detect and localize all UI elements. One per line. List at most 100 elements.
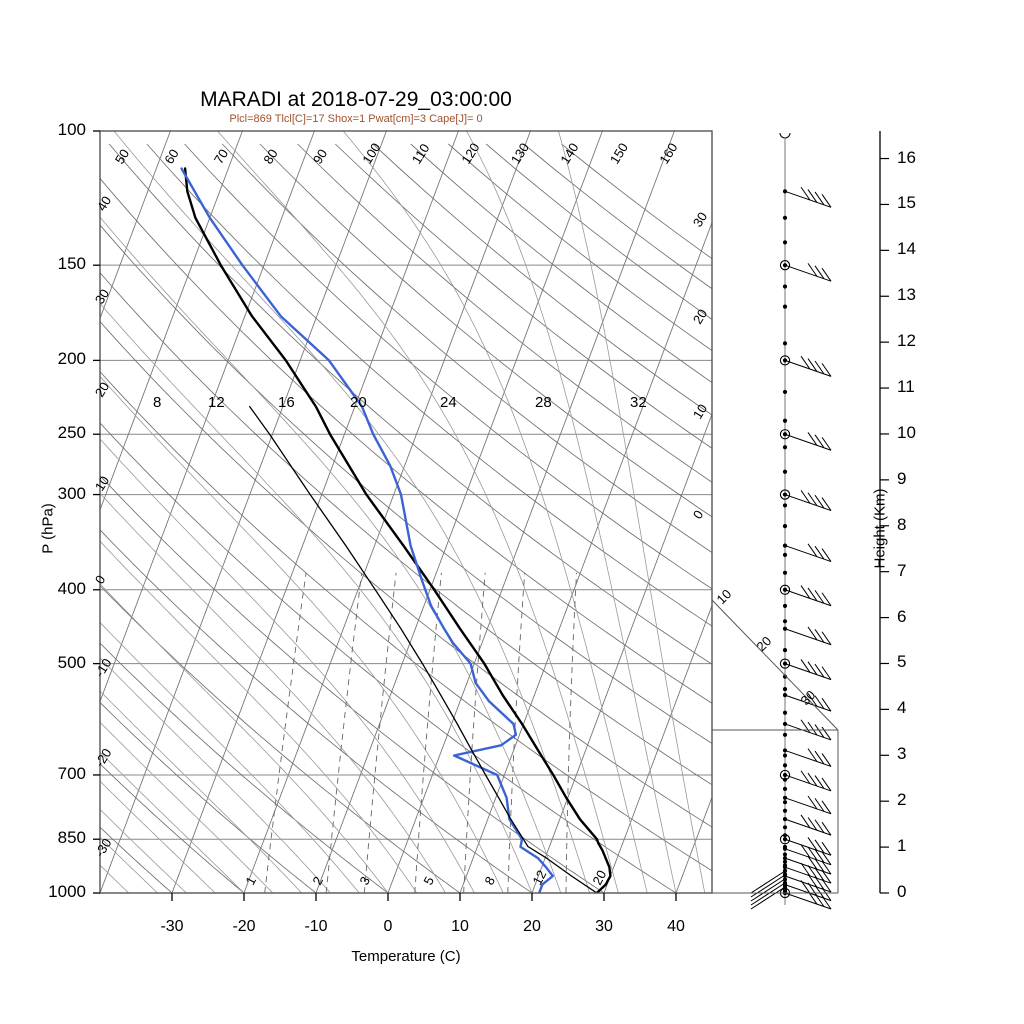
wind-level-dot bbox=[782, 763, 788, 768]
wind-barb bbox=[784, 770, 832, 792]
wind-level-dot bbox=[782, 240, 788, 245]
isopleth-label: 40 bbox=[94, 193, 114, 213]
isopleth-label: 60 bbox=[161, 146, 181, 166]
isopleth-label: 32 bbox=[630, 394, 647, 411]
pressure-tick: 1000 bbox=[48, 882, 86, 901]
wind-level-dot bbox=[782, 686, 788, 692]
isopleth-label: 150 bbox=[607, 140, 631, 166]
isopleth-label: 5 bbox=[420, 874, 437, 887]
profile-parcel bbox=[249, 405, 598, 893]
wind-level-dot bbox=[782, 648, 788, 653]
wind-barb bbox=[784, 748, 832, 767]
wind-barb-column bbox=[711, 132, 839, 910]
isopleth-label: 16 bbox=[278, 394, 295, 411]
isopleth-label: 30 bbox=[690, 209, 710, 229]
wind-level-ring bbox=[779, 584, 791, 595]
height-tick: 8 bbox=[897, 514, 907, 534]
isopleth-label: 8 bbox=[153, 394, 161, 411]
plot-frame bbox=[99, 130, 713, 894]
height-tick: 2 bbox=[897, 790, 907, 810]
isopleth-label: 20 bbox=[589, 868, 609, 888]
wind-level-ring bbox=[779, 260, 791, 271]
wind-barb bbox=[784, 862, 832, 884]
wind-level-dot bbox=[782, 825, 788, 830]
isopleth-label: 12 bbox=[529, 868, 549, 888]
wind-level-dot bbox=[782, 619, 788, 624]
height-tick: 13 bbox=[897, 285, 916, 305]
height-tick: 6 bbox=[897, 606, 907, 626]
height-tick: 14 bbox=[897, 239, 916, 259]
page-title: MARADI at 2018-07-29_03:00:00 bbox=[200, 88, 512, 111]
temperature-tick: -20 bbox=[232, 918, 256, 935]
wind-level-ring bbox=[779, 658, 791, 669]
profile-dewpoint bbox=[180, 167, 554, 893]
wind-level-dot bbox=[782, 603, 788, 609]
wind-level-dot bbox=[782, 570, 788, 575]
wind-level-dot bbox=[782, 800, 788, 805]
wind-barb bbox=[784, 659, 832, 681]
isopleth-label: 3 bbox=[356, 874, 373, 887]
wind-barb bbox=[784, 719, 832, 741]
isopleth-label: 24 bbox=[440, 394, 457, 411]
wind-barb bbox=[784, 585, 832, 607]
wind-level-dot bbox=[782, 341, 788, 346]
wind-barb bbox=[784, 880, 832, 902]
x-axis-label: Temperature (C) bbox=[351, 948, 461, 965]
wind-level-ring bbox=[779, 834, 791, 845]
isopleth-label: -20 bbox=[92, 746, 115, 770]
temperature-tick: 40 bbox=[667, 918, 685, 935]
wind-level-dot bbox=[782, 674, 788, 679]
wind-level-ring bbox=[779, 429, 791, 440]
wind-level-dot bbox=[782, 284, 788, 289]
wind-level-dot bbox=[782, 445, 788, 450]
wind-barb bbox=[784, 693, 832, 712]
wind-barb bbox=[784, 837, 832, 856]
isopleth-label: 2 bbox=[309, 874, 326, 887]
wind-level-dot bbox=[782, 503, 788, 508]
wind-level-dot bbox=[782, 852, 788, 857]
wind-level-dot bbox=[782, 304, 788, 309]
pressure-tick: 250 bbox=[57, 423, 86, 443]
isopleth-label: 10 bbox=[92, 473, 112, 493]
pressure-tick: 100 bbox=[57, 120, 86, 139]
pressure-tick: 400 bbox=[57, 578, 86, 598]
wind-level-dot bbox=[782, 859, 788, 864]
isopleth-label: 20 bbox=[690, 306, 710, 326]
height-tick: 11 bbox=[897, 377, 915, 397]
wind-barb bbox=[784, 873, 832, 893]
profile-temperature bbox=[183, 167, 612, 893]
wind-barb bbox=[784, 263, 832, 282]
isopleth-label: 10 bbox=[714, 586, 735, 607]
wind-level-dot bbox=[782, 753, 788, 758]
isopleth-label: 10 bbox=[690, 401, 710, 421]
wind-barb bbox=[784, 355, 832, 377]
height-tick: 15 bbox=[897, 193, 916, 213]
wind-barb bbox=[784, 844, 832, 866]
height-tick: 3 bbox=[897, 744, 907, 764]
isopleth-label: 130 bbox=[508, 140, 532, 166]
wind-barb bbox=[784, 626, 832, 646]
isopleth-label: 30 bbox=[798, 687, 819, 708]
temperature-tick: 0 bbox=[383, 918, 393, 935]
pressure-tick: 850 bbox=[57, 828, 86, 848]
wind-level-ring bbox=[779, 489, 791, 500]
temperature-tick: 10 bbox=[451, 918, 469, 935]
height-tick: 9 bbox=[897, 468, 907, 488]
height-tick: 16 bbox=[897, 147, 916, 167]
wind-barb bbox=[784, 890, 832, 910]
wind-level-dot bbox=[782, 189, 788, 194]
wind-barb bbox=[784, 543, 832, 563]
pressure-tick: 700 bbox=[57, 763, 86, 783]
wind-level-dot bbox=[782, 808, 788, 813]
isopleth-label: 20 bbox=[350, 394, 367, 411]
height-tick: 10 bbox=[897, 422, 916, 442]
wind-level-dot bbox=[782, 389, 788, 395]
height-tick: 0 bbox=[897, 882, 907, 901]
isopleth-label: 20 bbox=[754, 633, 775, 654]
wind-level-dot bbox=[782, 710, 788, 715]
wind-level-ring bbox=[779, 355, 791, 366]
wind-level-dot bbox=[782, 732, 788, 737]
isopleth-label: 90 bbox=[310, 146, 330, 166]
wind-barb bbox=[784, 814, 832, 836]
